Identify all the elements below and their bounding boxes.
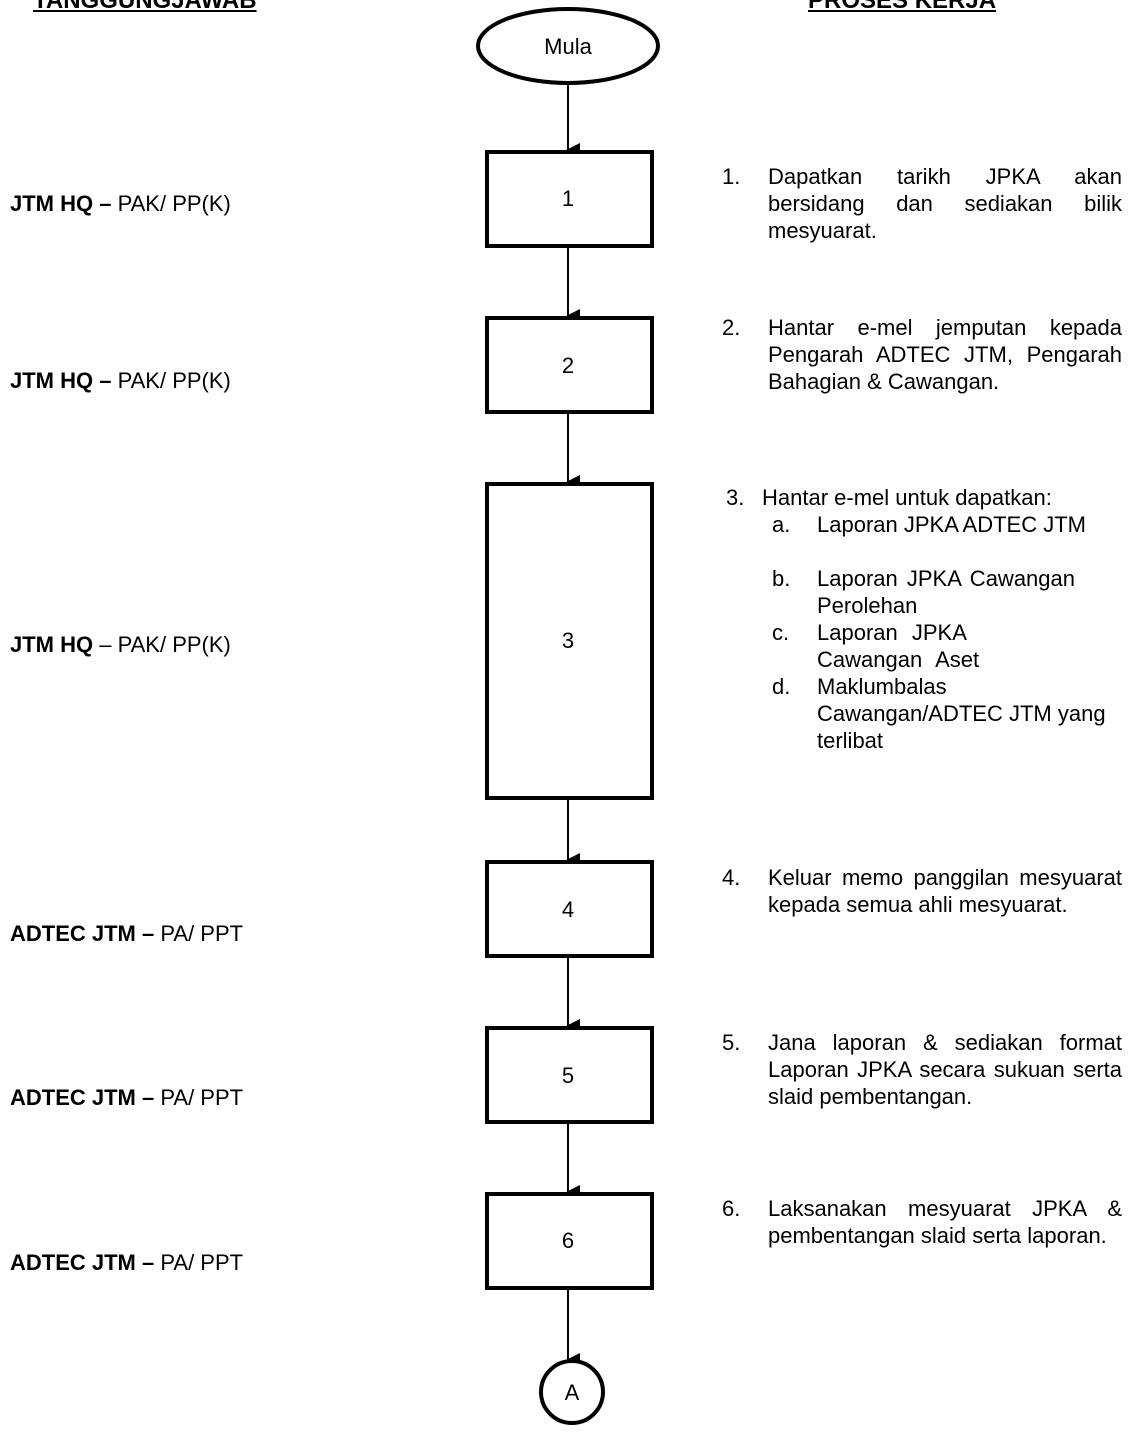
responsibility-header: TANGGUNGJAWAB [33,0,257,14]
step-5-text: Jana laporan & sediakan format Laporan J… [768,1030,1122,1109]
step-3-item-c-letter: c. [772,620,790,645]
work-process-header: PROSES KERJA [808,0,997,14]
responsibility-5-role: PA/ PPT [160,1085,244,1110]
step-3-item-d-letter: d. [772,674,791,699]
step-3-text: Hantar e-mel untuk dapatkan: [762,485,1052,510]
step-4-number: 4. [722,865,741,890]
connector-a [539,1359,605,1425]
step-6-text: Laksanakan mesyuarat JPKA & pembentangan… [768,1196,1122,1248]
responsibility-5-dash: – [135,1085,161,1110]
responsibility-4: ADTEC JTM – PA/ PPT [10,921,243,947]
step-1-text: Dapatkan tarikh JPKA akan bersidang dan … [768,164,1122,243]
process-box-6 [485,1192,654,1290]
responsibility-1: JTM HQ – PAK/ PP(K) [10,191,231,217]
responsibility-1-role: PAK/ PP(K) [117,191,231,216]
step-1-number: 1. [722,164,741,189]
step-5-number: 5. [722,1030,741,1055]
responsibility-2-role: PAK/ PP(K) [117,368,231,393]
responsibility-2: JTM HQ – PAK/ PP(K) [10,368,231,394]
process-box-6-label: 6 [562,1228,574,1253]
responsibility-1-org: JTM HQ [10,191,94,216]
responsibility-4-role: PA/ PPT [160,921,244,946]
process-box-3-label: 3 [562,628,574,653]
step-3-item-c-text: Laporan JPKA Cawangan Aset [817,620,980,672]
responsibility-5: ADTEC JTM – PA/ PPT [10,1085,243,1111]
step-4-text: Keluar memo panggilan mesyuarat kepada s… [768,865,1122,917]
start-terminator [476,7,660,85]
step-1: 1. Dapatkan tarikh JPKA akan bersidang d… [722,163,1122,244]
responsibility-3-role: PAK/ PP(K) [117,632,231,657]
process-box-4 [485,860,654,958]
connector-a-label: A [565,1380,580,1405]
responsibility-3-dash: – [93,632,118,657]
responsibility-3: JTM HQ – PAK/ PP(K) [10,632,231,658]
step-4: 4. Keluar memo panggilan mesyuarat kepad… [722,864,1122,918]
process-box-1-label: 1 [562,186,574,211]
responsibility-4-org: ADTEC JTM [10,921,136,946]
step-2: 2. Hantar e-mel jemputan kepada Pengarah… [722,314,1122,395]
process-box-4-label: 4 [562,897,574,922]
process-box-5 [485,1026,654,1124]
step-3-item-d-text: Maklumbalas Cawangan/ADTEC JTM yang terl… [817,674,1106,753]
responsibility-2-org: JTM HQ [10,368,94,393]
step-3-item-b-text: Laporan JPKA Cawangan Perolehan [817,566,1075,618]
process-box-5-label: 5 [562,1063,574,1088]
responsibility-6: ADTEC JTM – PA/ PPT [10,1250,243,1276]
step-3-item-a-letter: a. [772,512,791,537]
process-box-2-label: 2 [562,353,574,378]
responsibility-1-dash: – [93,191,118,216]
responsibility-6-role: PA/ PPT [160,1250,244,1275]
responsibility-3-org: JTM HQ [10,632,94,657]
step-2-text: Hantar e-mel jemputan kepada Pengarah AD… [768,315,1122,394]
step-3-number: 3. [726,485,745,510]
responsibility-4-dash: – [135,921,161,946]
responsibility-6-dash: – [135,1250,161,1275]
responsibility-6-org: ADTEC JTM [10,1250,136,1275]
step-3-item-a-text: Laporan JPKA ADTEC JTM [817,512,1086,537]
step-6-number: 6. [722,1196,741,1221]
responsibility-2-dash: – [93,368,118,393]
process-box-1 [485,150,654,248]
start-label: Mula [544,34,592,59]
step-3: 3. Hantar e-mel untuk dapatkan: [722,484,1122,511]
step-6: 6. Laksanakan mesyuarat JPKA & pembentan… [722,1195,1122,1249]
process-box-3 [485,482,654,800]
responsibility-5-org: ADTEC JTM [10,1085,136,1110]
step-3-item-b-letter: b. [772,566,791,591]
step-2-number: 2. [722,315,741,340]
process-box-2 [485,316,654,414]
step-5: 5. Jana laporan & sediakan format Lapora… [722,1029,1122,1110]
